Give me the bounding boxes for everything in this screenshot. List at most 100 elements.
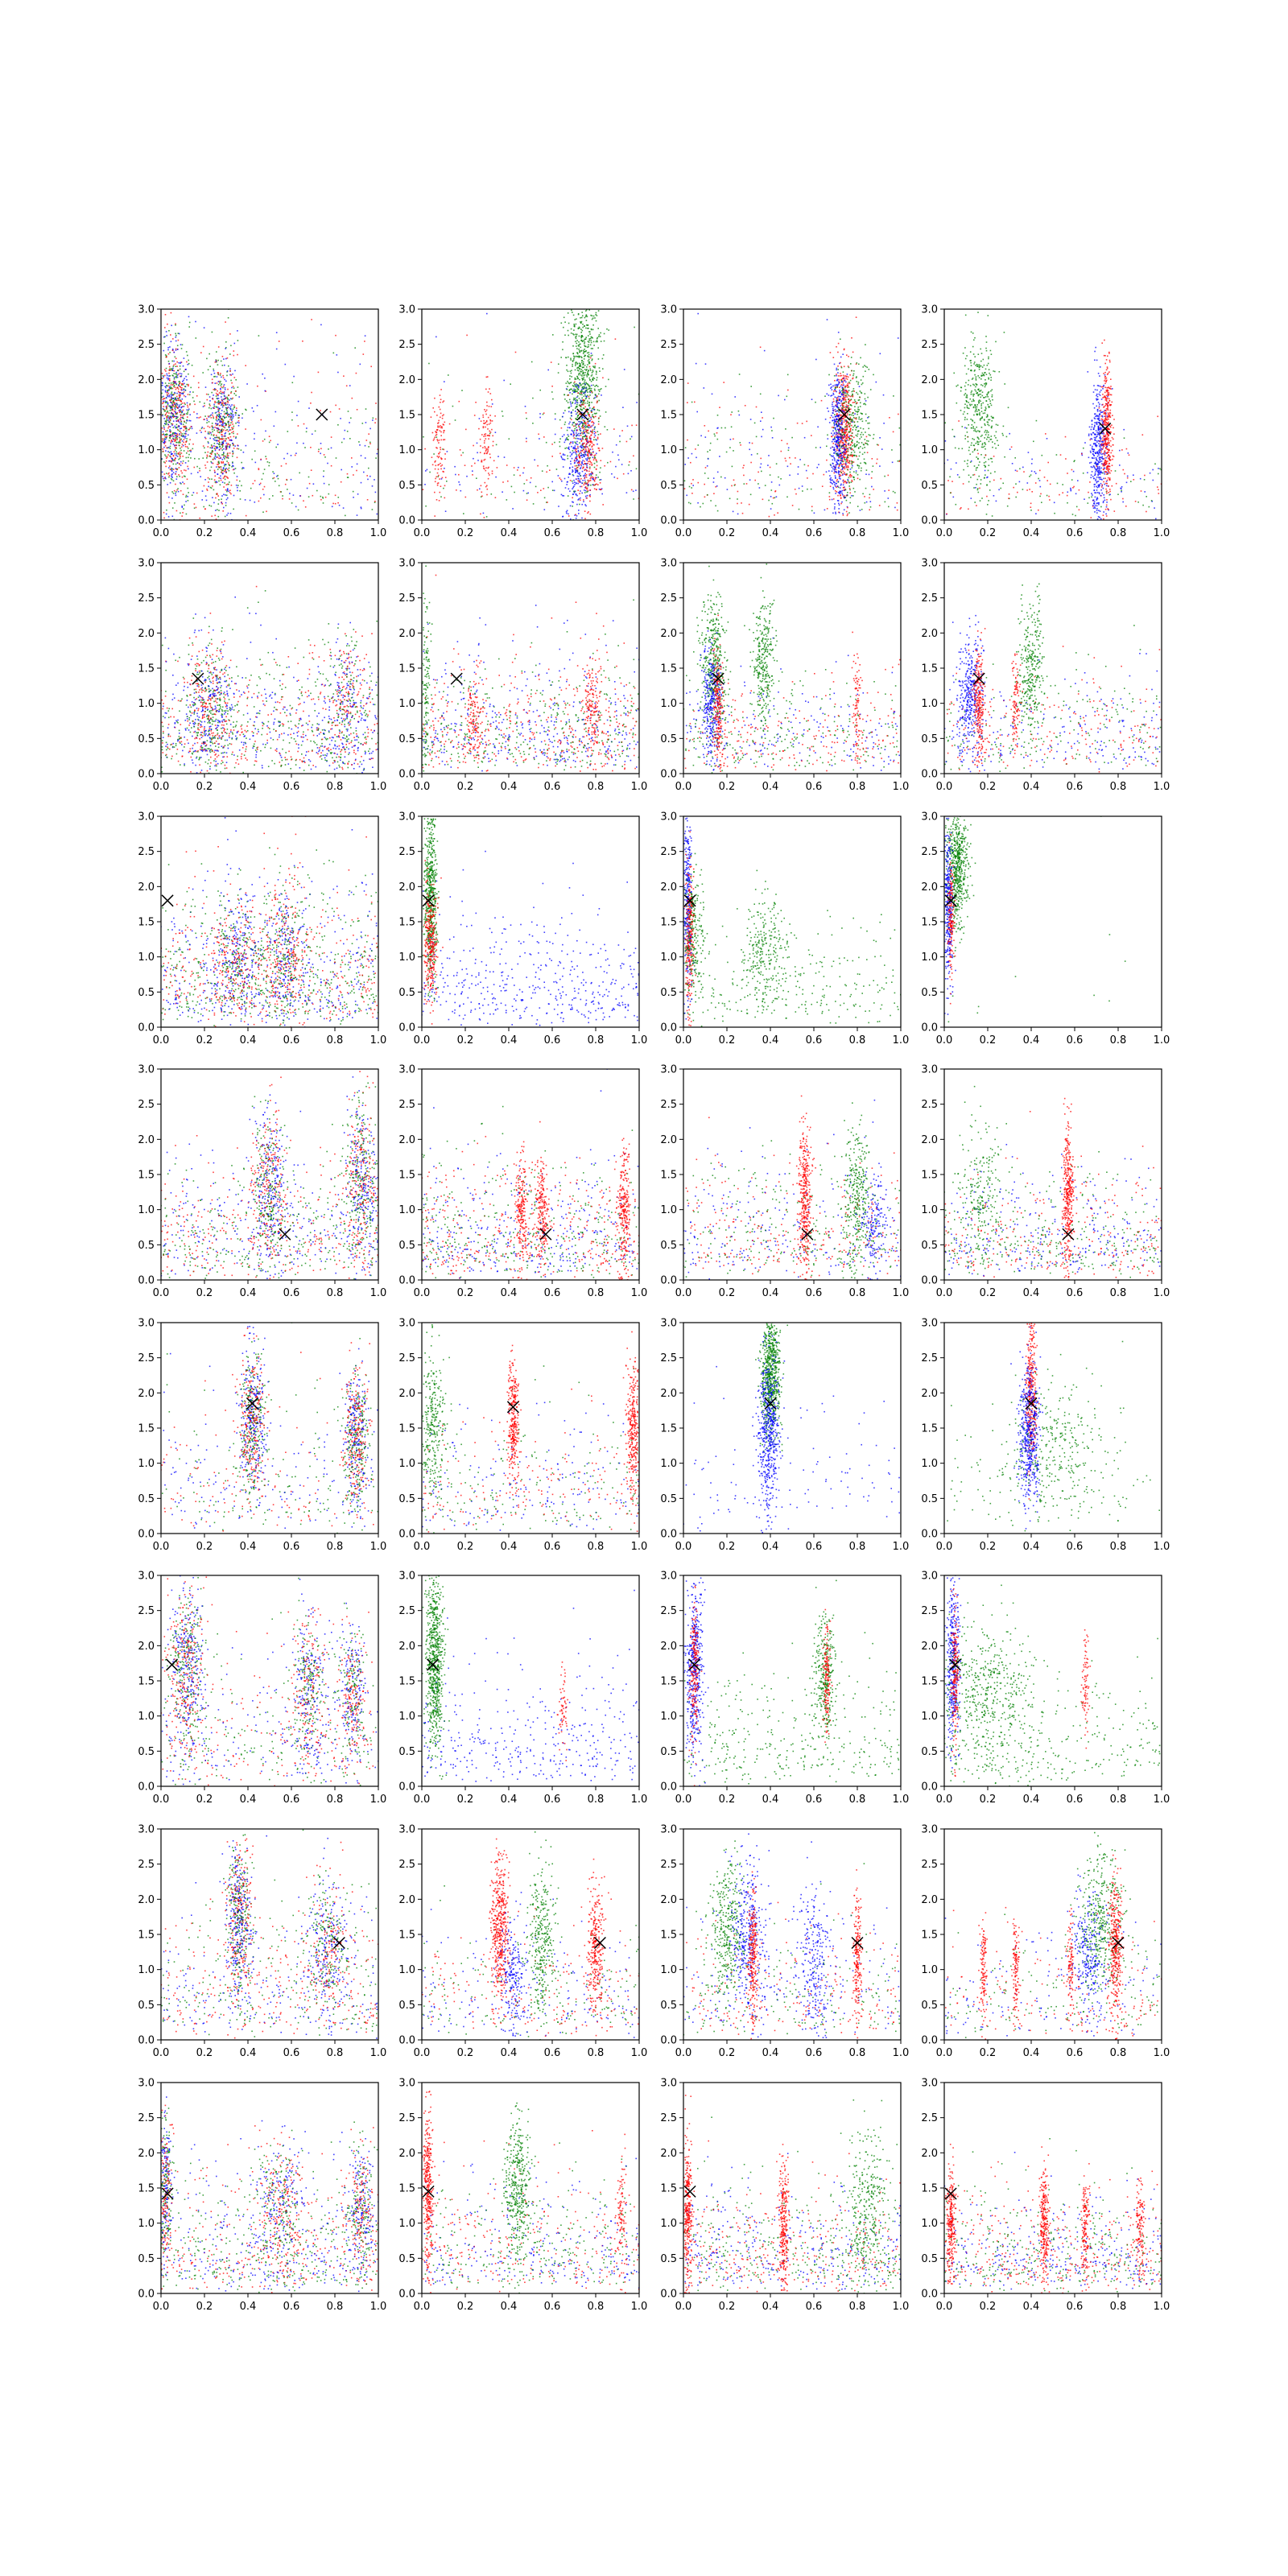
scatter-point (576, 333, 578, 336)
scatter-point (839, 375, 841, 377)
scatter-point (174, 407, 176, 409)
scatter-point (581, 394, 583, 396)
scatter-point (226, 489, 229, 491)
scatter-point (894, 506, 896, 509)
scatter-point (162, 384, 163, 386)
scatter-point (836, 491, 838, 493)
scatter-point (597, 423, 600, 425)
scatter-point (223, 411, 225, 413)
scatter-point (214, 454, 217, 456)
scatter-point (166, 457, 167, 459)
scatter-point (216, 466, 217, 468)
scatter-point (845, 442, 847, 444)
scatter-point (166, 436, 167, 438)
scatter-point (840, 494, 841, 497)
scatter-point (780, 478, 782, 480)
scatter-point (576, 318, 577, 320)
scatter-point (846, 438, 848, 440)
scatter-point (171, 453, 173, 455)
scatter-point (176, 437, 178, 440)
scatter-point (580, 477, 582, 480)
scatter-point (223, 476, 225, 478)
scatter-point (176, 489, 178, 491)
scatter-point (825, 471, 828, 473)
scatter-point (213, 435, 215, 436)
scatter-point (871, 458, 873, 460)
scatter-point (177, 390, 180, 393)
scatter-point (587, 364, 588, 365)
scatter-point (206, 457, 208, 459)
scatter-point (597, 436, 599, 439)
scatter-point (482, 416, 485, 419)
scatter-point (832, 486, 834, 489)
scatter-point (236, 479, 238, 481)
scatter-point (170, 434, 171, 436)
scatter-point (584, 386, 585, 388)
scatter-point (175, 471, 177, 473)
scatter-point (844, 441, 846, 443)
scatter-point (842, 455, 844, 456)
scatter-point (168, 426, 170, 427)
scatter-point (849, 439, 851, 440)
scatter-point (557, 475, 559, 477)
scatter-point (593, 345, 595, 346)
scatter-point (549, 469, 551, 471)
scatter-point (176, 361, 178, 363)
scatter-point (572, 502, 574, 503)
scatter-point (844, 480, 846, 482)
scatter-point (572, 450, 574, 452)
scatter-point (835, 451, 836, 452)
scatter-point (855, 363, 857, 365)
scatter-point (592, 377, 594, 378)
scatter-point (178, 467, 180, 469)
scatter-point (215, 419, 217, 421)
scatter-point (356, 469, 357, 472)
scatter-point (695, 362, 697, 365)
scatter-point (596, 483, 597, 485)
scatter-point (834, 416, 836, 418)
scatter-point (173, 439, 175, 440)
scatter-point (216, 440, 217, 442)
scatter-point (217, 390, 218, 392)
scatter-point (210, 407, 213, 410)
scatter-point (584, 338, 587, 340)
scatter-point (512, 508, 514, 510)
scatter-point (582, 431, 584, 433)
scatter-point (562, 306, 564, 308)
scatter-point (592, 384, 594, 386)
scatter-point (180, 376, 182, 378)
scatter-point (841, 422, 844, 423)
scatter-point (231, 415, 233, 417)
scatter-point (575, 323, 577, 325)
scatter-point (840, 384, 843, 386)
scatter-point (579, 493, 580, 494)
scatter-point (163, 446, 165, 448)
scatter-point (840, 454, 842, 456)
scatter-point (310, 402, 312, 404)
scatter-point (841, 420, 843, 422)
scatter-point (578, 335, 580, 337)
scatter-point (841, 489, 843, 492)
scatter-point (844, 454, 846, 456)
scatter-point (175, 375, 178, 377)
scatter-point (584, 446, 585, 448)
scatter-point (188, 326, 190, 328)
scatter-point (162, 476, 163, 477)
scatter-point (455, 473, 456, 476)
scatter-point (582, 480, 584, 481)
scatter-point (487, 467, 489, 469)
scatter-point (167, 415, 169, 417)
scatter-point (754, 479, 756, 481)
scatter-point (225, 440, 226, 442)
scatter-point (171, 374, 173, 377)
scatter-point (168, 502, 171, 504)
scatter-point (578, 438, 580, 440)
scatter-point (229, 464, 231, 467)
scatter-point (171, 497, 173, 499)
scatter-point (485, 467, 487, 469)
scatter-point (442, 448, 444, 450)
scatter-point (840, 478, 841, 480)
scatter-point (216, 435, 217, 436)
scatter-point (573, 388, 575, 390)
scatter-point (575, 378, 577, 380)
